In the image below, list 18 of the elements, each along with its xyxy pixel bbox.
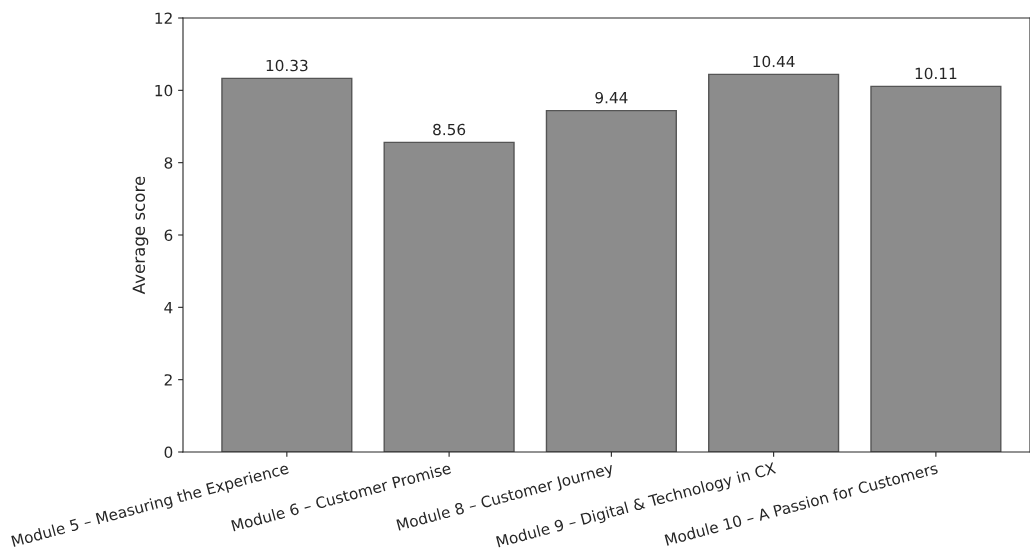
- data-label: 9.44: [595, 91, 628, 104]
- y-axis-title: Average score: [132, 176, 149, 295]
- data-label: 10.44: [753, 55, 795, 68]
- data-label: 8.56: [433, 123, 466, 136]
- y-tick-label: 12: [155, 12, 172, 24]
- y-tick-label: 10: [155, 84, 173, 97]
- data-label: 10.33: [266, 59, 308, 72]
- y-tick-label: 2: [164, 374, 172, 386]
- bar: [870, 85, 1002, 452]
- bar: [708, 73, 840, 452]
- bar: [383, 141, 515, 452]
- y-tick-label: 4: [164, 302, 173, 314]
- y-tick-label: 0: [164, 446, 173, 459]
- y-tick-label: 8: [164, 157, 173, 169]
- bar: [221, 77, 353, 452]
- y-tick-label: 6: [164, 229, 173, 242]
- data-label: 10.11: [915, 67, 957, 80]
- bar: [545, 109, 677, 452]
